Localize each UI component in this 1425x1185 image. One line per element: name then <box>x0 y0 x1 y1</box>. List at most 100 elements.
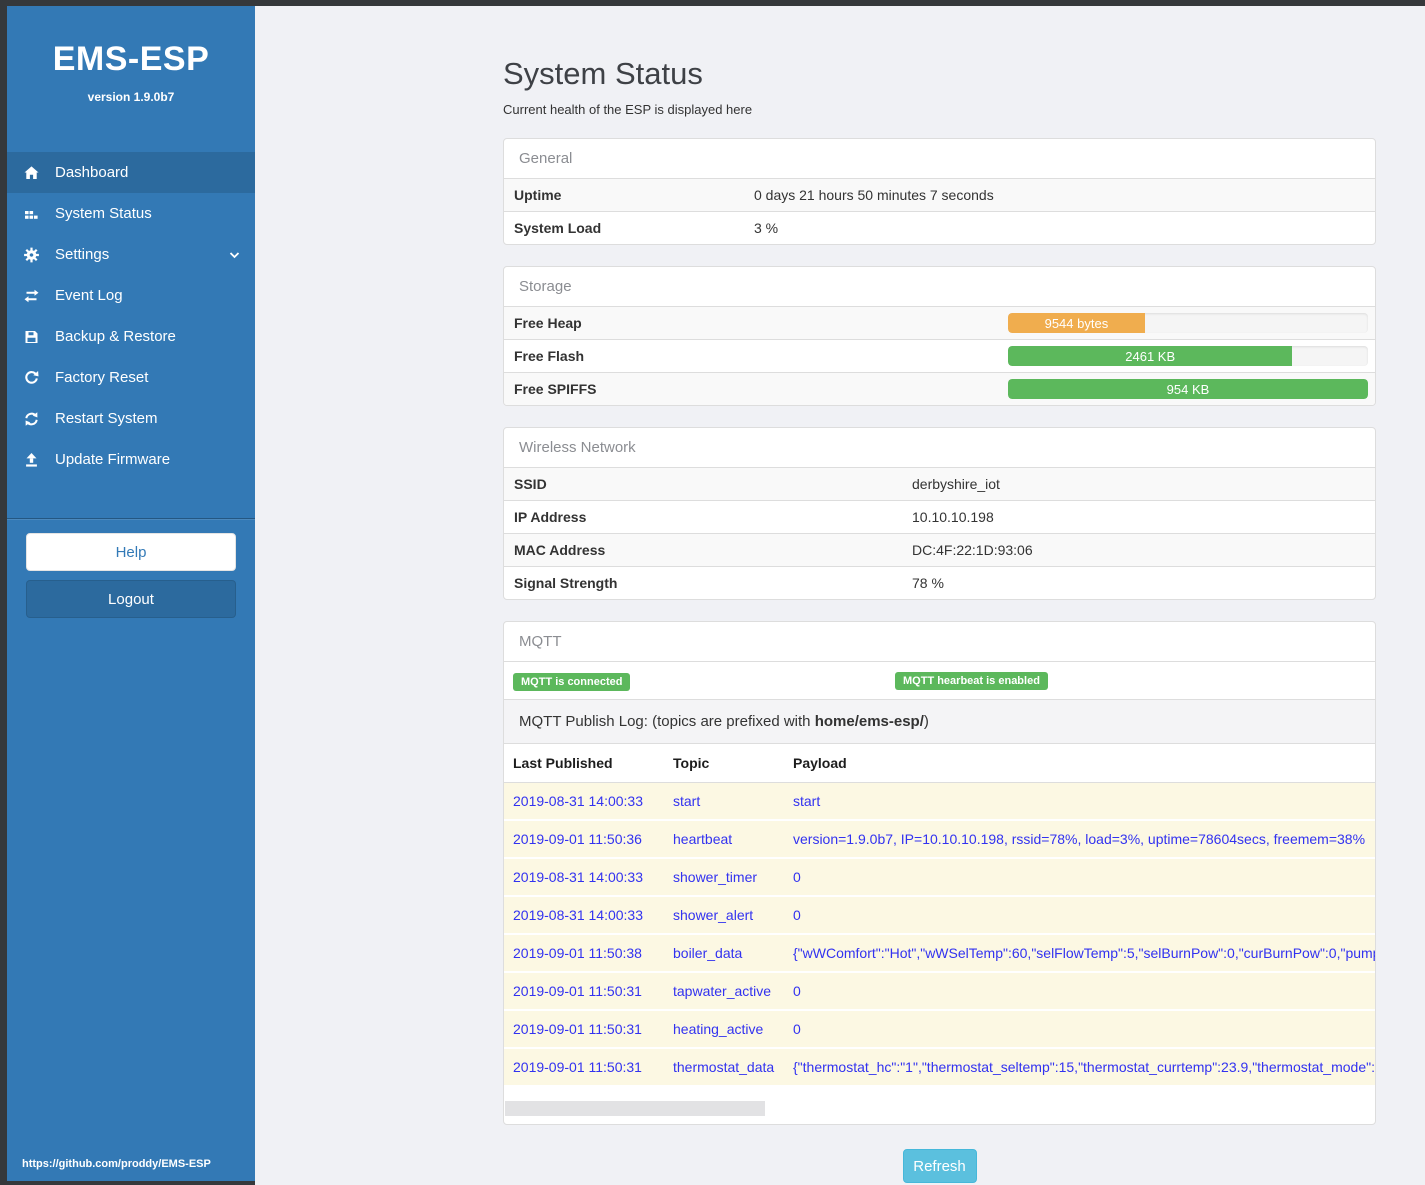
cell-payload: 0 <box>793 983 801 999</box>
cell-payload: start <box>793 793 821 809</box>
table-row: 2019-08-31 14:00:33 start start <box>504 783 1375 819</box>
general-card-header: General <box>519 150 573 167</box>
cell-last-published: 2019-09-01 11:50:31 <box>513 983 642 999</box>
table-row: Free SPIFFS 954 KB <box>504 372 1375 405</box>
table-row: 2019-09-01 11:50:31 thermostat_data {"th… <box>504 1047 1375 1085</box>
refresh-button[interactable]: Refresh <box>902 1149 977 1183</box>
window-frame-bottom <box>0 1181 255 1185</box>
table-row: 2019-09-01 11:50:31 tapwater_active 0 <box>504 971 1375 1009</box>
column-header: Payload <box>793 755 847 771</box>
sidebar-item-label: Factory Reset <box>55 369 149 386</box>
sidebar-item-label: Dashboard <box>55 164 129 181</box>
sidebar-item-backup-restore[interactable]: Backup & Restore <box>7 316 255 357</box>
row-label: Free SPIFFS <box>514 381 597 397</box>
table-row: SSID derbyshire_iot <box>504 467 1375 500</box>
sidebar-item-settings[interactable]: Settings <box>7 234 255 275</box>
cell-topic: thermostat_data <box>673 1059 775 1075</box>
refresh-icon <box>22 411 40 427</box>
brand: EMS-ESP version 1.9.0b7 <box>7 6 255 104</box>
sidebar-item-label: Settings <box>55 246 110 263</box>
table-row: Uptime 0 days 21 hours 50 minutes 7 seco… <box>504 178 1375 211</box>
cell-topic: boiler_data <box>673 945 743 961</box>
exchange-icon <box>22 288 40 304</box>
sidebar-item-label: Event Log <box>55 287 123 304</box>
sidebar-item-event-log[interactable]: Event Log <box>7 275 255 316</box>
cell-topic: heating_active <box>673 1021 764 1037</box>
cell-last-published: 2019-08-31 14:00:33 <box>513 907 643 923</box>
table-row: MAC Address DC:4F:22:1D:93:06 <box>504 533 1375 566</box>
window-frame-left <box>0 0 7 1185</box>
table-row: Signal Strength 78 % <box>504 566 1375 599</box>
scrollbar-thumb[interactable] <box>505 1101 765 1116</box>
free-flash-progressbar: 2461 KB <box>1008 346 1368 366</box>
sidebar-item-update-firmware[interactable]: Update Firmware <box>7 439 255 480</box>
table-row: Free Flash 2461 KB <box>504 339 1375 372</box>
home-icon <box>22 165 40 181</box>
table-row: 2019-09-01 11:50:36 heartbeat version=1.… <box>504 819 1375 857</box>
cell-payload: {"wWComfort":"Hot","wWSelTemp":60,"selFl… <box>793 945 1375 961</box>
publish-log-topic-prefix: home/ems-esp/ <box>814 713 924 730</box>
help-button[interactable]: Help <box>26 533 236 571</box>
cell-topic: start <box>673 793 701 809</box>
row-value: 78 % <box>912 575 944 591</box>
free-spiffs-progressbar: 954 KB <box>1008 379 1368 399</box>
cell-topic: tapwater_active <box>673 983 772 999</box>
table-row: IP Address 10.10.10.198 <box>504 500 1375 533</box>
publish-log-text: MQTT Publish Log: (topics are prefixed w… <box>519 713 815 730</box>
horizontal-scrollbar[interactable] <box>504 1101 1375 1116</box>
storage-card-header: Storage <box>519 278 572 295</box>
row-label: Free Heap <box>514 315 582 331</box>
cell-last-published: 2019-08-31 14:00:33 <box>513 793 643 809</box>
cell-payload: {"thermostat_hc":"1","thermostat_seltemp… <box>793 1059 1375 1075</box>
window-frame-top <box>0 0 1425 6</box>
sidebar-item-label: System Status <box>55 205 152 222</box>
sidebar-menu: Dashboard System Status Set <box>7 152 255 480</box>
general-card: General Uptime 0 days 21 hours 50 minute… <box>503 138 1376 245</box>
table-row: 2019-08-31 14:00:33 shower_timer 0 <box>504 857 1375 895</box>
github-link[interactable]: https://github.com/proddy/EMS-ESP <box>22 1158 211 1170</box>
row-value: 10.10.10.198 <box>912 509 994 525</box>
table-row: 2019-09-01 11:50:31 heating_active 0 <box>504 1009 1375 1047</box>
app-title: EMS-ESP <box>52 40 210 78</box>
status-blocks-icon <box>22 206 40 222</box>
cell-last-published: 2019-09-01 11:50:31 <box>513 1021 642 1037</box>
sidebar: EMS-ESP version 1.9.0b7 Dashboard System… <box>7 6 255 1181</box>
cell-payload: 0 <box>793 869 801 885</box>
table-row: 2019-08-31 14:00:33 shower_alert 0 <box>504 895 1375 933</box>
row-value: derbyshire_iot <box>912 476 1000 492</box>
row-value: DC:4F:22:1D:93:06 <box>912 542 1033 558</box>
mqtt-connected-badge: MQTT is connected <box>513 673 631 691</box>
main-content: System Status Current health of the ESP … <box>255 6 1425 1185</box>
column-header: Last Published <box>513 755 613 771</box>
wireless-card-header: Wireless Network <box>519 439 636 456</box>
sidebar-item-factory-reset[interactable]: Factory Reset <box>7 357 255 398</box>
sidebar-item-restart-system[interactable]: Restart System <box>7 398 255 439</box>
row-label: SSID <box>514 476 547 492</box>
cell-payload: version=1.9.0b7, IP=10.10.10.198, rssid=… <box>793 831 1366 847</box>
card-bottom-padding <box>504 1116 1375 1124</box>
cell-last-published: 2019-09-01 11:50:36 <box>513 831 642 847</box>
floppy-save-icon <box>22 329 40 345</box>
cell-last-published: 2019-09-01 11:50:31 <box>513 1059 642 1075</box>
chevron-down-icon <box>229 251 240 259</box>
mqtt-card: MQTT MQTT is connected MQTT hearbeat is … <box>503 621 1376 1125</box>
free-heap-progressbar: 9544 bytes <box>1008 313 1368 333</box>
sidebar-item-dashboard[interactable]: Dashboard <box>7 152 255 193</box>
mqtt-table-header: Last Published Topic Payload <box>504 743 1375 782</box>
sidebar-item-system-status[interactable]: System Status <box>7 193 255 234</box>
sidebar-divider <box>7 518 255 519</box>
row-value: 0 days 21 hours 50 minutes 7 seconds <box>754 187 994 203</box>
gear-icon <box>22 247 40 263</box>
upload-icon <box>22 452 40 468</box>
mqtt-publish-log-title: MQTT Publish Log: (topics are prefixed w… <box>504 699 1375 743</box>
progress-label: 954 KB <box>1166 381 1210 397</box>
column-header: Topic <box>673 755 710 771</box>
mqtt-table-body: 2019-08-31 14:00:33 start start 2019-09-… <box>504 782 1375 1085</box>
logout-button[interactable]: Logout <box>26 580 236 618</box>
cell-payload: 0 <box>793 1021 801 1037</box>
mqtt-card-header: MQTT <box>519 633 562 650</box>
mqtt-badges-row: MQTT is connected MQTT hearbeat is enabl… <box>504 661 1375 699</box>
page-title: System Status <box>503 56 703 91</box>
row-label: System Load <box>514 220 602 236</box>
progress-label: 2461 KB <box>1125 348 1176 364</box>
